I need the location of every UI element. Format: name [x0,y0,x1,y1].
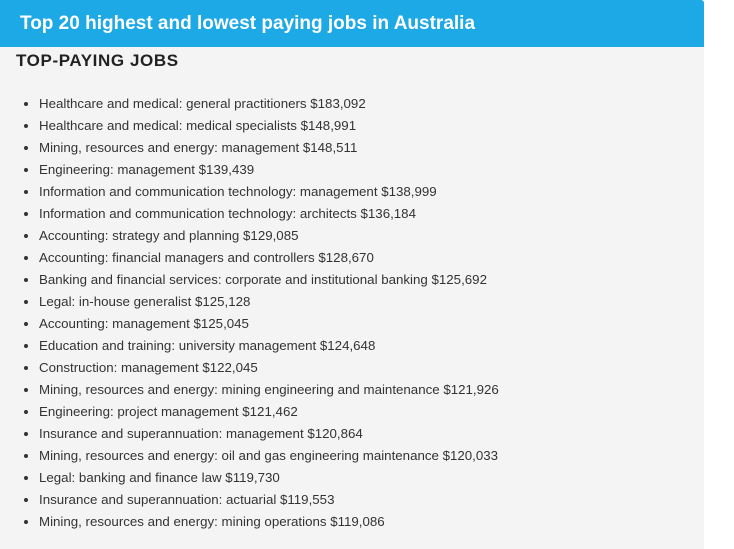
job-item: Engineering: management $139,439 [39,159,704,181]
job-item: Mining, resources and energy: mining eng… [39,379,704,401]
job-item: Information and communication technology… [39,181,704,203]
job-item: Insurance and superannuation: management… [39,423,704,445]
card: Top 20 highest and lowest paying jobs in… [0,0,704,549]
job-item: Banking and financial services: corporat… [39,269,704,291]
job-item: Accounting: financial managers and contr… [39,247,704,269]
job-item: Accounting: management $125,045 [39,313,704,335]
job-item: Mining, resources and energy: mining ope… [39,511,704,533]
job-item: Mining, resources and energy: management… [39,137,704,159]
job-list: Healthcare and medical: general practiti… [0,93,704,533]
job-item: Accounting: strategy and planning $129,0… [39,225,704,247]
job-item: Construction: management $122,045 [39,357,704,379]
job-item: Mining, resources and energy: oil and ga… [39,445,704,467]
job-item: Engineering: project management $121,462 [39,401,704,423]
section-heading: TOP-PAYING JOBS [16,51,179,70]
job-item: Insurance and superannuation: actuarial … [39,489,704,511]
job-item: Healthcare and medical: medical speciali… [39,115,704,137]
job-item: Information and communication technology… [39,203,704,225]
header-title: Top 20 highest and lowest paying jobs in… [0,0,704,47]
job-item: Legal: banking and finance law $119,730 [39,467,704,489]
job-item: Legal: in-house generalist $125,128 [39,291,704,313]
job-item: Healthcare and medical: general practiti… [39,93,704,115]
job-item: Education and training: university manag… [39,335,704,357]
